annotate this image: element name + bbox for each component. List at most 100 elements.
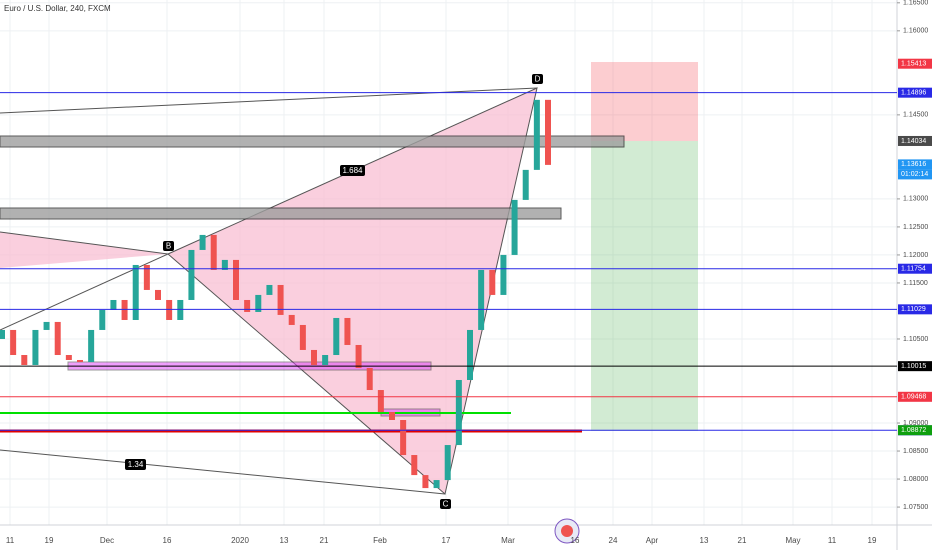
candle	[88, 329, 95, 363]
candle	[344, 317, 351, 345]
zone-box	[0, 135, 625, 148]
y-tick-label: 1.09000	[903, 420, 928, 427]
logo	[554, 518, 580, 544]
pattern-xab	[0, 232, 168, 268]
x-tick-label: 13	[280, 536, 289, 545]
x-tick-label: Dec	[100, 536, 114, 545]
pattern-edge	[0, 87, 538, 114]
price-tag	[898, 135, 932, 146]
price-tag-label: 1.13616	[901, 161, 926, 168]
chart-header: Euro / U.S. Dollar, 240, FXCM	[4, 4, 111, 13]
x-tick-label: 24	[609, 536, 618, 545]
price-tag-label: 1.11754	[901, 266, 926, 273]
candle	[221, 259, 228, 270]
candle	[143, 264, 150, 290]
pattern-edge	[0, 449, 446, 495]
point-label: B	[166, 242, 171, 251]
candle	[411, 455, 418, 476]
candle	[255, 294, 262, 312]
price-tag	[898, 361, 932, 372]
price-tag	[898, 304, 932, 315]
point-tag	[163, 241, 174, 251]
point-label: C	[443, 500, 449, 509]
candle	[77, 359, 83, 363]
candle	[65, 355, 72, 360]
ratio-label: 1.684	[342, 166, 363, 175]
x-tick-label: Mar	[501, 536, 515, 545]
y-tick-label: 1.11500	[903, 280, 928, 287]
candle	[522, 169, 529, 200]
price-tag	[898, 263, 932, 274]
candle	[400, 420, 407, 456]
candle	[0, 329, 5, 339]
candle	[21, 355, 28, 365]
pattern-bcd	[168, 88, 537, 494]
price-tag-label: 1.14896	[901, 90, 926, 97]
y-tick-label: 1.14500	[903, 112, 928, 119]
candle	[511, 199, 518, 255]
price-tag-label: 1.09468	[901, 394, 926, 401]
x-tick-label: 17	[442, 536, 451, 545]
y-tick-label: 1.16000	[903, 28, 928, 35]
candle	[444, 445, 451, 481]
price-tag-label: 1.08872	[901, 427, 926, 434]
candle	[199, 234, 206, 250]
candle	[210, 234, 217, 270]
candle	[54, 321, 61, 356]
x-tick-label: 16	[571, 536, 580, 545]
x-tick-label: 19	[868, 536, 877, 545]
x-tick-label: May	[785, 536, 800, 545]
x-tick-label: 19	[45, 536, 54, 545]
stop-zone	[591, 62, 698, 141]
candle	[377, 390, 384, 413]
target-zone	[591, 141, 698, 431]
candle	[389, 412, 395, 420]
x-tick-label: Apr	[646, 536, 659, 545]
candle	[333, 317, 340, 356]
y-tick-label: 1.08500	[903, 448, 928, 455]
candle	[311, 349, 317, 365]
x-tick-label: 2020	[231, 536, 249, 545]
candle	[355, 344, 362, 369]
point-label: D	[535, 75, 541, 84]
x-tick-label: 21	[738, 536, 747, 545]
price-tag-label: 1.10015	[901, 363, 926, 370]
price-tag	[898, 391, 932, 402]
candle	[277, 284, 284, 315]
candle	[489, 269, 496, 295]
candle	[10, 329, 17, 356]
countdown-label: 01:02:14	[901, 171, 928, 178]
ratio-tag	[340, 165, 365, 176]
y-tick-label: 1.13000	[903, 196, 928, 203]
candle	[433, 480, 440, 489]
candle	[500, 254, 507, 295]
candle	[366, 368, 373, 391]
candle	[545, 99, 551, 165]
x-tick-label: 13	[700, 536, 709, 545]
x-tick-label: 11	[828, 536, 837, 545]
price-tag	[898, 425, 932, 436]
candle	[155, 289, 161, 300]
candle	[288, 314, 295, 325]
candle	[422, 475, 429, 489]
y-tick-label: 1.07500	[903, 504, 928, 511]
pattern-layer	[0, 62, 698, 495]
price-tag	[898, 87, 932, 98]
price-tag-label: 1.14034	[901, 138, 926, 145]
candle	[43, 321, 50, 330]
x-tick-label: Feb	[373, 536, 387, 545]
candle	[177, 299, 184, 320]
point-tag	[532, 74, 543, 84]
candle	[299, 324, 306, 350]
candle	[322, 355, 329, 365]
candle	[121, 299, 128, 320]
candle	[99, 309, 106, 330]
price-tag-label: 1.15413	[901, 61, 926, 68]
candle	[110, 299, 117, 310]
y-tick-label: 1.08000	[903, 476, 928, 483]
candle	[533, 99, 540, 170]
countdown-tag	[898, 169, 932, 180]
y-tick-label: 1.12000	[903, 252, 928, 259]
zone-box	[0, 207, 562, 220]
candle	[132, 264, 139, 320]
